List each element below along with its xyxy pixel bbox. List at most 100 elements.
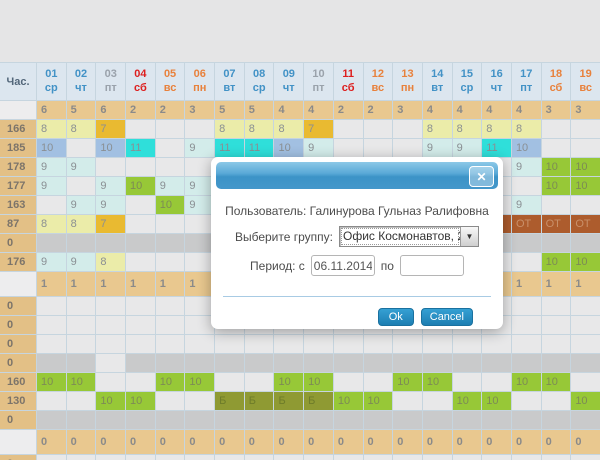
schedule-cell[interactable]: 8 [37,120,66,138]
schedule-cell[interactable] [66,234,96,252]
schedule-cell[interactable]: 9 [422,139,452,157]
schedule-cell[interactable]: ОТ [571,215,600,233]
schedule-cell[interactable] [571,234,600,252]
date-from-input[interactable] [310,255,375,276]
schedule-cell[interactable] [541,455,571,460]
schedule-cell[interactable] [66,411,96,429]
schedule-cell[interactable] [185,354,215,372]
schedule-cell[interactable]: 10 [155,196,185,214]
schedule-cell[interactable]: 10 [393,373,422,391]
schedule-cell[interactable]: 10 [541,253,571,271]
schedule-cell[interactable]: 1 [541,272,571,296]
schedule-cell[interactable]: 10 [126,392,155,410]
schedule-cell[interactable] [541,234,571,252]
schedule-cell[interactable]: 4 [452,101,482,119]
schedule-cell[interactable] [37,335,66,353]
schedule-cell[interactable] [304,455,333,460]
schedule-cell[interactable] [37,297,66,315]
schedule-cell[interactable]: 2 [155,101,185,119]
schedule-cell[interactable]: 1 [96,272,126,296]
schedule-cell[interactable] [452,335,482,353]
schedule-cell[interactable] [126,373,155,391]
schedule-cell[interactable]: 10 [363,392,393,410]
schedule-cell[interactable] [363,411,393,429]
schedule-cell[interactable] [511,335,541,353]
schedule-cell[interactable] [511,297,541,315]
schedule-cell[interactable] [511,234,541,252]
schedule-cell[interactable] [96,335,126,353]
schedule-cell[interactable] [155,354,185,372]
schedule-cell[interactable] [96,373,126,391]
schedule-cell[interactable]: 10 [37,139,66,157]
schedule-cell[interactable]: 4 [274,101,304,119]
schedule-cell[interactable] [126,335,155,353]
schedule-cell[interactable] [333,354,363,372]
schedule-cell[interactable]: 0 [571,430,600,454]
schedule-cell[interactable]: 10 [511,139,541,157]
schedule-cell[interactable] [37,411,66,429]
schedule-cell[interactable] [155,455,185,460]
schedule-cell[interactable] [363,335,393,353]
schedule-cell[interactable]: 0 [363,430,393,454]
schedule-cell[interactable]: Б [215,392,244,410]
schedule-cell[interactable] [482,411,511,429]
schedule-cell[interactable]: 3 [571,101,600,119]
schedule-cell[interactable]: 8 [66,215,96,233]
schedule-cell[interactable] [452,455,482,460]
schedule-cell[interactable]: 10 [482,392,511,410]
schedule-cell[interactable] [96,316,126,334]
schedule-cell[interactable]: 0 [126,430,155,454]
schedule-cell[interactable] [333,335,363,353]
schedule-cell[interactable]: 10 [274,373,304,391]
schedule-cell[interactable]: 0 [333,430,363,454]
schedule-cell[interactable] [393,335,422,353]
schedule-cell[interactable]: 8 [66,120,96,138]
schedule-cell[interactable] [155,120,185,138]
schedule-cell[interactable]: 9 [511,196,541,214]
schedule-cell[interactable]: ОТ [511,215,541,233]
schedule-cell[interactable] [571,316,600,334]
schedule-cell[interactable]: 4 [482,101,511,119]
schedule-cell[interactable]: 0 [511,430,541,454]
schedule-cell[interactable]: 1 [185,272,215,296]
schedule-cell[interactable] [274,455,304,460]
schedule-cell[interactable] [126,234,155,252]
schedule-cell[interactable]: 0 [185,430,215,454]
schedule-cell[interactable] [452,411,482,429]
schedule-cell[interactable] [482,455,511,460]
schedule-cell[interactable] [215,411,244,429]
schedule-cell[interactable]: 5 [215,101,244,119]
schedule-cell[interactable]: 11 [482,139,511,157]
schedule-cell[interactable]: 0 [452,430,482,454]
schedule-cell[interactable] [393,411,422,429]
schedule-cell[interactable] [541,411,571,429]
schedule-cell[interactable]: 3 [393,101,422,119]
schedule-cell[interactable] [96,354,126,372]
schedule-cell[interactable] [422,411,452,429]
schedule-cell[interactable] [215,373,244,391]
date-to-input[interactable] [399,255,464,276]
schedule-cell[interactable] [185,455,215,460]
schedule-cell[interactable] [571,297,600,315]
schedule-cell[interactable]: 0 [96,430,126,454]
schedule-cell[interactable] [541,335,571,353]
schedule-cell[interactable] [96,158,126,176]
schedule-cell[interactable]: 9 [66,253,96,271]
schedule-cell[interactable] [244,373,274,391]
schedule-cell[interactable] [274,354,304,372]
schedule-cell[interactable] [185,392,215,410]
schedule-cell[interactable] [155,253,185,271]
group-select[interactable]: Офис Космонавтов, 22 ▼ [339,226,480,247]
schedule-cell[interactable]: 10 [452,392,482,410]
schedule-cell[interactable] [96,297,126,315]
schedule-cell[interactable] [333,139,363,157]
schedule-cell[interactable]: 7 [304,120,333,138]
schedule-cell[interactable]: 10 [571,392,600,410]
schedule-cell[interactable]: 9 [37,253,66,271]
schedule-cell[interactable] [511,411,541,429]
schedule-cell[interactable]: 8 [452,120,482,138]
schedule-cell[interactable]: 10 [96,139,126,157]
schedule-cell[interactable]: 11 [126,139,155,157]
schedule-cell[interactable] [215,354,244,372]
schedule-cell[interactable] [363,120,393,138]
